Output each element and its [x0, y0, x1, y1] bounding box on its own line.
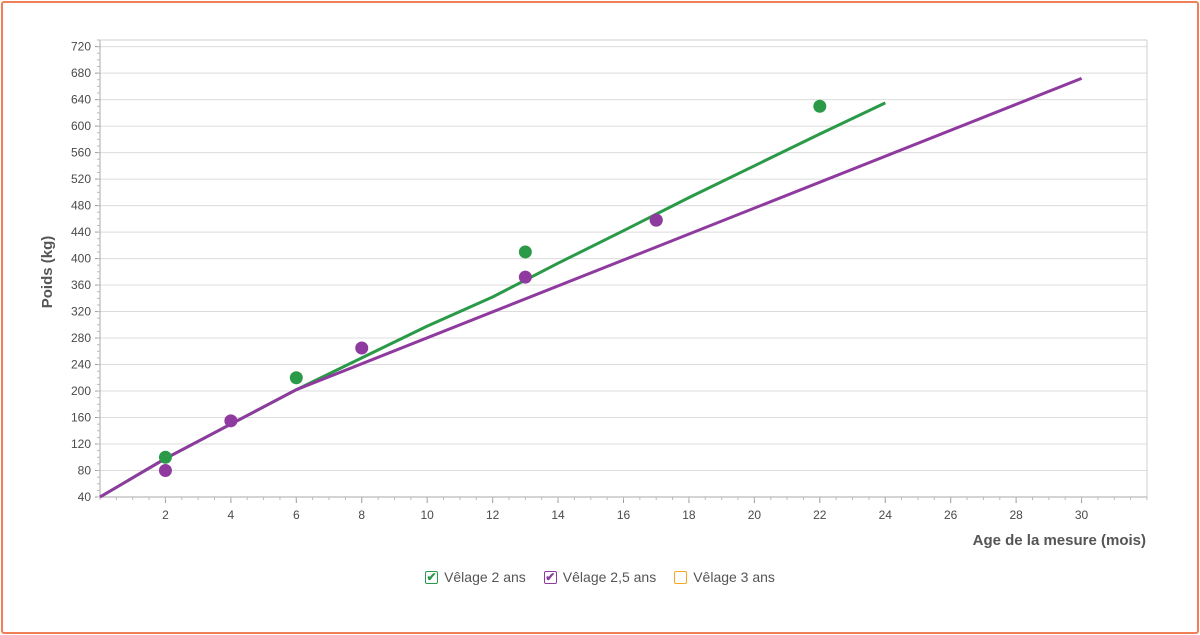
x-axis-title: Age de la mesure (mois): [973, 532, 1146, 549]
data-point-1: [518, 270, 532, 284]
y-tick-label: 440: [71, 225, 91, 239]
x-tick-label: 2: [162, 508, 169, 522]
y-tick-label: 600: [71, 119, 91, 133]
legend-item-velage-2-5-ans[interactable]: ✔ Vêlage 2,5 ans: [543, 569, 657, 585]
x-tick-label: 18: [682, 508, 696, 522]
x-tick-label: 26: [944, 508, 958, 522]
legend-label: Vêlage 2 ans: [444, 569, 526, 585]
y-tick-label: 560: [71, 146, 91, 160]
data-point-0: [158, 450, 172, 464]
y-tick-label: 520: [71, 172, 91, 186]
data-point-0: [289, 371, 303, 385]
data-point-1: [649, 213, 663, 227]
x-tick-label: 22: [813, 508, 827, 522]
x-tick-label: 24: [879, 508, 893, 522]
y-tick-label: 320: [71, 305, 91, 319]
x-tick-label: 28: [1009, 508, 1023, 522]
x-tick-label: 20: [748, 508, 762, 522]
y-tick-label: 160: [71, 411, 91, 425]
tick-marks: 40 80 120 160 200 240 280 320 360 400 440 480 520 560…: [71, 39, 1148, 522]
y-tick-label: 120: [71, 437, 91, 451]
y-tick-label: 400: [71, 252, 91, 266]
y-tick-label: 40: [78, 490, 92, 504]
series-line-0: [99, 101, 886, 499]
y-tick-label: 80: [78, 464, 92, 478]
x-tick-label: 6: [293, 508, 300, 522]
data-point-0: [518, 245, 532, 259]
y-tick-label: 640: [71, 93, 91, 107]
data-point-1: [158, 464, 172, 478]
series-line-1: [99, 77, 1083, 499]
y-axis-title: Poids (kg): [39, 236, 56, 309]
y-tick-label: 240: [71, 358, 91, 372]
data-point-1: [224, 414, 238, 428]
legend-checkbox[interactable]: ✔: [425, 570, 439, 584]
y-tick-label: 480: [71, 199, 91, 213]
legend-checkbox[interactable]: [674, 570, 688, 584]
y-tick-label: 200: [71, 384, 91, 398]
x-tick-label: 14: [551, 508, 565, 522]
x-tick-label: 8: [358, 508, 365, 522]
legend-item-velage-3-ans[interactable]: Vêlage 3 ans: [674, 569, 775, 585]
legend-label: Vêlage 3 ans: [693, 569, 775, 585]
x-tick-label: 4: [228, 508, 235, 522]
legend-item-velage-2-ans[interactable]: ✔ Vêlage 2 ans: [425, 569, 526, 585]
y-tick-label: 720: [71, 40, 91, 54]
y-tick-label: 360: [71, 278, 91, 292]
y-tick-label: 280: [71, 331, 91, 345]
x-tick-label: 12: [486, 508, 500, 522]
legend-checkbox[interactable]: ✔: [543, 570, 557, 584]
axes: [99, 39, 1148, 498]
y-tick-label: 680: [71, 66, 91, 80]
data-point-1: [355, 341, 369, 355]
legend: ✔ Vêlage 2 ans ✔ Vêlage 2,5 ans Vêlage 3…: [0, 569, 1200, 585]
x-tick-label: 16: [617, 508, 631, 522]
x-tick-label: 30: [1075, 508, 1089, 522]
data-point-0: [813, 99, 827, 113]
x-tick-label: 10: [421, 508, 435, 522]
series-points: [158, 99, 827, 478]
series-lines: [99, 77, 1083, 499]
legend-label: Vêlage 2,5 ans: [562, 569, 657, 585]
